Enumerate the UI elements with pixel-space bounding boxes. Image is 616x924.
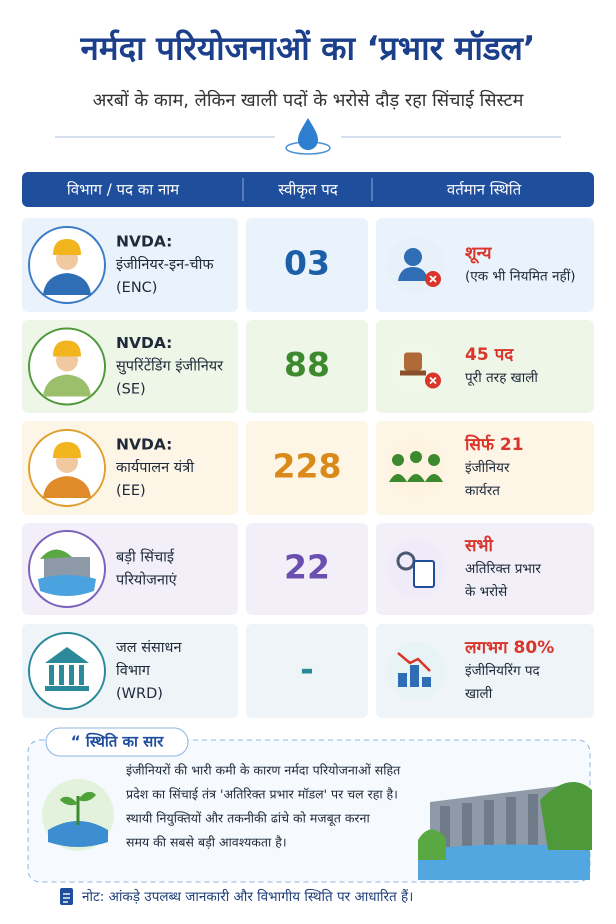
- post-name: NVDA:: [116, 436, 172, 454]
- post-name: कार्यपालन यंत्री: [116, 459, 194, 476]
- summary-text: इंजीनियरों की भारी कमी के कारण नर्मदा पर…: [126, 763, 401, 850]
- table-row: NVDA: कार्यपालन यंत्री (EE) 228 सिर्फ 21 इंजी…: [22, 421, 594, 515]
- status-headline: सिर्फ 21: [464, 434, 524, 455]
- post-name: (SE): [116, 382, 146, 398]
- seat: [400, 370, 426, 376]
- cell: [246, 624, 368, 718]
- worker-head: [410, 451, 422, 463]
- roof: [45, 647, 89, 663]
- status-detail: इंजीनियरिंग पद: [465, 662, 541, 679]
- status-headline: 45 पद: [465, 345, 514, 365]
- column-header: वर्तमान स्थिति: [447, 181, 522, 199]
- sanctioned-count: 22: [284, 548, 330, 587]
- sanctioned-count: 03: [284, 244, 330, 283]
- note-icon: [60, 888, 73, 905]
- worker-body: [389, 474, 407, 482]
- column-header: विभाग / पद का नाम: [67, 181, 180, 199]
- status-headline: शून्य: [465, 244, 493, 265]
- status-headline: लगभग 80%: [464, 638, 554, 658]
- sanctioned-count: -: [300, 650, 314, 689]
- status-detail: अतिरिक्त प्रभार: [465, 560, 541, 577]
- post-name: (ENC): [116, 280, 157, 296]
- status-headline: सभी: [464, 535, 493, 556]
- person-body: [43, 273, 91, 295]
- post-name: NVDA:: [116, 334, 172, 352]
- dam: [44, 557, 90, 579]
- divider: [55, 118, 561, 155]
- helmet: [53, 340, 81, 357]
- status-detail: खाली: [465, 685, 493, 702]
- summary-line: प्रदेश का सिंचाई तंत्र 'अतिरिक्त प्रभार …: [126, 787, 398, 802]
- table-row: NVDA: इंजीनियर-इन-चीफ (ENC) 03 शून्य (एक भी न…: [22, 218, 594, 312]
- person-body: [43, 374, 91, 397]
- chair: [404, 352, 422, 371]
- post-name: विभाग: [116, 662, 151, 679]
- summary-line: स्थायी नियुक्तियों और तकनीकी ढांचे को मज…: [126, 811, 370, 827]
- post-name: सुपरिंटेंडिंग इंजीनियर: [116, 357, 224, 375]
- cell: [246, 218, 368, 312]
- cross: [429, 275, 437, 283]
- summary-title: “ स्थिति का सार: [71, 733, 164, 751]
- worker-head: [428, 454, 440, 466]
- status-detail: (एक भी नियमित नहीं): [465, 268, 575, 285]
- post-name: इंजीनियर-इन-चीफ: [116, 256, 214, 273]
- sanctioned-count: 88: [284, 345, 330, 384]
- base: [45, 686, 89, 691]
- table-row: NVDA: सुपरिंटेंडिंग इंजीनियर (SE) 88 45 पद पू…: [22, 320, 594, 413]
- hill: [40, 549, 72, 559]
- status-detail: इंजीनियर: [465, 459, 510, 476]
- clipboard: [413, 560, 435, 588]
- cross: [429, 376, 437, 385]
- down-arrow: [397, 652, 431, 672]
- worker-head: [392, 454, 404, 466]
- helmet: [53, 239, 81, 255]
- bar-icon: [410, 665, 419, 687]
- bar-icon: [422, 677, 431, 687]
- cell: [246, 320, 368, 413]
- helmet: [53, 442, 81, 458]
- post-name: परियोजनाएं: [116, 572, 178, 589]
- post-name: NVDA:: [116, 233, 172, 251]
- summary-box: [27, 727, 592, 883]
- post-name: (EE): [116, 483, 146, 499]
- cell: [246, 421, 368, 515]
- status-detail: कार्यरत: [465, 482, 500, 499]
- table-row: जल संसाधन विभाग (WRD) - लगभग 80% इंजीनियरिंग …: [22, 624, 594, 718]
- status-icon: [387, 439, 445, 497]
- worker-body: [425, 474, 443, 482]
- worker-body: [407, 474, 425, 482]
- water: [38, 575, 96, 596]
- subtitle: अरबों के काम, लेकिन खाली पदों के भरोसे द…: [93, 89, 525, 111]
- column: [59, 665, 64, 685]
- person-body: [43, 476, 91, 498]
- status-body: [398, 267, 428, 281]
- note: नोट: आंकड़े उपलब्ध जानकारी और विभागीय स्…: [82, 888, 413, 905]
- table-header: [22, 172, 594, 207]
- post-name: जल संसाधन: [116, 639, 182, 656]
- cell: [246, 523, 368, 615]
- summary-line: इंजीनियरों की भारी कमी के कारण नर्मदा पर…: [126, 763, 401, 778]
- table-row: बड़ी सिंचाई परियोजनाएं 22 सभी अतिरिक्त प्रभा…: [22, 523, 594, 615]
- column: [49, 665, 54, 685]
- title: नर्मदा परियोजनाओं का ‘प्रभार मॉडल’: [80, 29, 536, 68]
- summary-line: समय की सबसे बड़ी आवश्यकता है।: [126, 835, 287, 850]
- status-head: [404, 248, 422, 266]
- post-name: बड़ी सिंचाई: [116, 548, 175, 566]
- status-detail: पूरी तरह खाली: [465, 369, 538, 386]
- column: [69, 665, 74, 685]
- table-body: NVDA: इंजीनियर-इन-चीफ (ENC) 03 शून्य (एक भी न…: [22, 218, 594, 718]
- bar-icon: [398, 673, 407, 687]
- column-header: स्वीकृत पद: [278, 181, 338, 200]
- sanctioned-count: 228: [273, 447, 342, 486]
- post-name: (WRD): [116, 686, 163, 702]
- column: [79, 665, 84, 685]
- status-detail: के भरोसे: [465, 583, 508, 600]
- icon-ring: [28, 632, 106, 710]
